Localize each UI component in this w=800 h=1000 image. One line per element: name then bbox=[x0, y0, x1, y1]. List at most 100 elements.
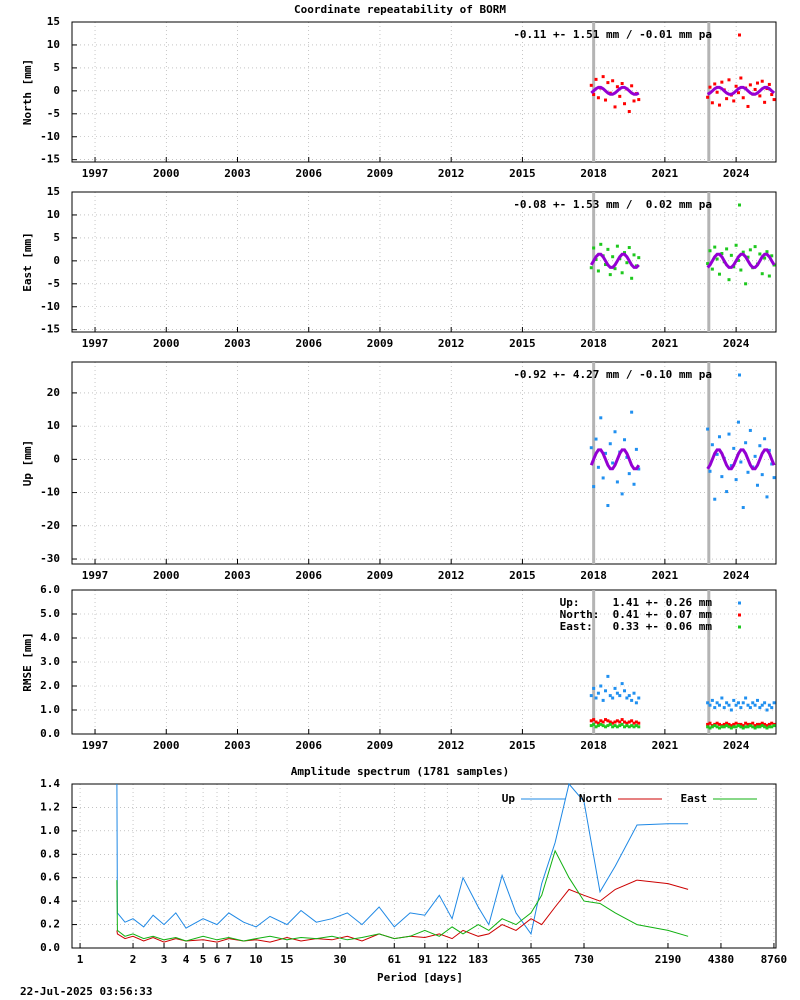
data-point bbox=[772, 701, 776, 705]
y-tick-label: 0.2 bbox=[40, 918, 60, 931]
data-point bbox=[717, 703, 721, 707]
data-point bbox=[772, 263, 776, 267]
data-point bbox=[608, 720, 612, 724]
data-point bbox=[736, 701, 740, 705]
legend-marker bbox=[738, 203, 741, 207]
x-tick-label: 2015 bbox=[509, 337, 536, 350]
y-tick-label: -30 bbox=[40, 552, 60, 565]
data-point bbox=[706, 701, 710, 705]
data-point bbox=[715, 721, 719, 725]
data-point bbox=[592, 485, 596, 489]
data-point bbox=[620, 82, 624, 86]
data-point bbox=[767, 82, 771, 86]
legend-label: North: 0.41 +- 0.07 mm bbox=[560, 608, 713, 621]
legend-label: East bbox=[681, 792, 708, 805]
data-point bbox=[627, 472, 631, 476]
data-point bbox=[734, 84, 738, 88]
data-point bbox=[589, 83, 593, 87]
timestamp: 22-Jul-2025 03:56:33 bbox=[20, 985, 152, 998]
x-tick-label: 2012 bbox=[438, 337, 465, 350]
data-point bbox=[627, 694, 631, 698]
x-tick-label: 6 bbox=[214, 953, 221, 966]
data-point bbox=[615, 85, 619, 89]
y-tick-label: 15 bbox=[47, 15, 60, 28]
data-point bbox=[599, 242, 603, 246]
data-point bbox=[772, 724, 776, 728]
data-point bbox=[736, 420, 740, 424]
y-tick-label: -15 bbox=[40, 323, 60, 336]
x-tick-label: 183 bbox=[468, 953, 488, 966]
data-point bbox=[615, 719, 619, 723]
model-line bbox=[589, 448, 641, 471]
data-point bbox=[758, 722, 762, 726]
x-tick-label: 2009 bbox=[367, 167, 394, 180]
data-point bbox=[615, 725, 619, 729]
data-point bbox=[618, 724, 622, 728]
x-tick-label: 1997 bbox=[82, 739, 109, 752]
x-tick-label: 2012 bbox=[438, 167, 465, 180]
y-tick-label: 0.0 bbox=[40, 941, 60, 954]
data-point bbox=[604, 725, 608, 729]
data-point bbox=[715, 257, 719, 261]
plot-frame bbox=[71, 21, 777, 163]
data-point bbox=[637, 725, 641, 729]
data-point bbox=[763, 256, 767, 260]
data-point bbox=[713, 497, 717, 501]
plot-frame bbox=[71, 783, 777, 949]
data-point bbox=[592, 722, 596, 726]
data-point bbox=[767, 448, 771, 452]
data-point bbox=[713, 706, 717, 710]
y-axis-label: North [mm] bbox=[21, 59, 34, 125]
data-point bbox=[744, 725, 748, 729]
data-point bbox=[741, 506, 745, 510]
data-point bbox=[599, 719, 603, 723]
data-point bbox=[632, 691, 636, 695]
x-tick-label: 2021 bbox=[652, 337, 679, 350]
y-tick-label: 3.0 bbox=[40, 655, 60, 668]
data-point bbox=[606, 724, 610, 728]
y-tick-label: 10 bbox=[47, 38, 60, 51]
x-tick-label: 2018 bbox=[580, 739, 607, 752]
x-tick-label: 2012 bbox=[438, 569, 465, 582]
data-point bbox=[755, 698, 759, 702]
x-tick-label: 91 bbox=[418, 953, 432, 966]
x-tick-label: 2190 bbox=[655, 953, 682, 966]
y-axis-label: Up [mm] bbox=[21, 440, 34, 486]
data-point bbox=[725, 721, 729, 725]
y-tick-label: 0 bbox=[53, 452, 60, 465]
data-point bbox=[606, 247, 610, 251]
y-tick-label: -20 bbox=[40, 519, 60, 532]
data-point bbox=[755, 722, 759, 726]
data-point bbox=[627, 110, 631, 114]
y-axis-label: RMSE [mm] bbox=[21, 632, 34, 692]
data-point bbox=[734, 703, 738, 707]
data-point bbox=[727, 722, 731, 726]
data-point bbox=[720, 696, 724, 700]
x-tick-label: 3 bbox=[161, 953, 168, 966]
y-tick-label: 0 bbox=[53, 254, 60, 267]
y-tick-label: 5.0 bbox=[40, 607, 60, 620]
data-point bbox=[606, 719, 610, 723]
legend-label: East: 0.33 +- 0.06 mm bbox=[560, 620, 713, 633]
x-tick-label: 2 bbox=[130, 953, 137, 966]
data-point bbox=[611, 721, 615, 725]
data-point bbox=[710, 725, 714, 729]
x-tick-label: 2024 bbox=[723, 337, 750, 350]
data-point bbox=[710, 267, 714, 271]
y-tick-label: 5 bbox=[53, 231, 60, 244]
data-point bbox=[713, 245, 717, 249]
data-point bbox=[634, 447, 638, 451]
data-point bbox=[613, 430, 617, 434]
data-point bbox=[734, 721, 738, 725]
data-point bbox=[620, 722, 624, 726]
data-point bbox=[727, 78, 731, 82]
data-point bbox=[623, 102, 627, 106]
legend-marker bbox=[738, 33, 741, 37]
data-point bbox=[608, 694, 612, 698]
data-point bbox=[594, 696, 598, 700]
data-point bbox=[760, 703, 764, 707]
data-point bbox=[615, 691, 619, 695]
data-point bbox=[620, 718, 624, 722]
model-line bbox=[590, 85, 640, 96]
data-point bbox=[760, 272, 764, 276]
